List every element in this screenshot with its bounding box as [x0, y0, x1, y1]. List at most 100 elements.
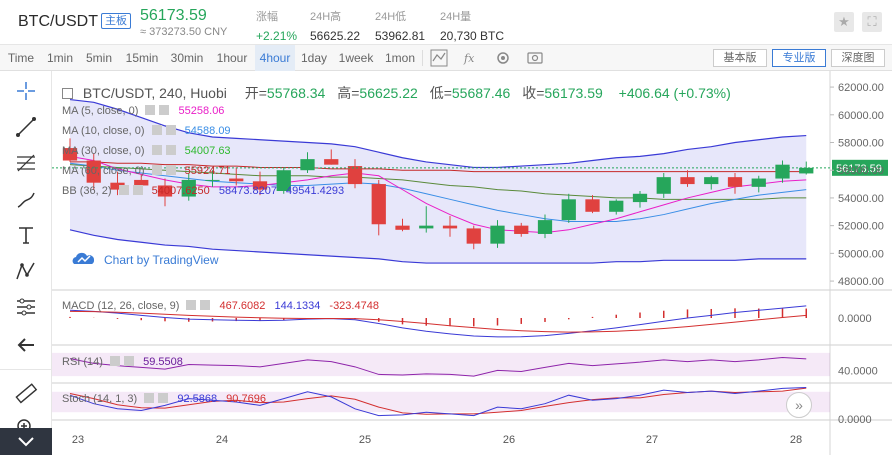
candle-body [419, 225, 434, 229]
tf-15min[interactable]: 15min [125, 51, 159, 65]
tf-1week[interactable]: 1week [338, 51, 374, 65]
tf-time[interactable]: Time [7, 51, 35, 65]
view-depth-button[interactable]: 深度图 [831, 49, 885, 67]
ticker-header: BTC/USDT 主板 56173.59 ≈ 373273.50 CNY 涨幅 … [0, 0, 892, 44]
stoch-band [52, 391, 830, 413]
text-icon[interactable] [14, 223, 38, 247]
legend-value: 144.1334 [274, 300, 321, 312]
fib-icon[interactable] [14, 151, 38, 175]
close-icon[interactable] [165, 165, 176, 175]
stat-volume: 24H量 20,730 BTC [440, 8, 504, 43]
legend-name: MACD (12, 26, close, 9) [62, 300, 180, 312]
tf-5min[interactable]: 5min [85, 51, 112, 65]
tradingview-badge[interactable]: Chart by TradingView [70, 252, 219, 267]
stat-value: 20,730 BTC [440, 29, 505, 43]
tools-expand-bar[interactable] [0, 428, 52, 455]
candle-body [466, 228, 481, 244]
chart-area[interactable]: 56173.59 62000.00 60000.00 58000.00 56000.00… [52, 71, 892, 455]
tf-4hour[interactable]: 4hour [255, 45, 295, 71]
close-icon[interactable] [124, 356, 135, 366]
close-icon[interactable] [132, 185, 143, 195]
crosshair-icon[interactable] [14, 79, 38, 103]
eye-icon[interactable] [151, 165, 162, 175]
legend-macd[interactable]: MACD (12, 26, close, 9) 467.6082 144.133… [62, 300, 379, 312]
eye-icon[interactable] [144, 393, 155, 403]
ma10-line [69, 162, 807, 222]
eye-icon[interactable] [186, 300, 197, 310]
legend-value: 467.6082 [219, 300, 266, 312]
legend-name: MA (60, close, 0) [62, 165, 145, 177]
close-icon[interactable] [165, 145, 176, 155]
tf-1hour[interactable]: 1hour [216, 51, 248, 65]
chart-type-icon[interactable] [430, 49, 448, 67]
close-icon[interactable] [158, 393, 169, 403]
pattern-icon[interactable] [14, 259, 38, 283]
legend-rsi[interactable]: RSI (14) 59.5508 [62, 356, 183, 368]
screenshot-icon[interactable] [526, 49, 544, 67]
scroll-right-button[interactable]: » [786, 392, 812, 418]
cny-price: ≈ 373273.50 CNY [140, 26, 228, 38]
candle-body [181, 179, 196, 197]
high-value: 56625.22 [359, 85, 418, 101]
legend-ma5[interactable]: MA (5, close, 0) 55258.06 [62, 105, 224, 117]
price-axis-label: 48000.00 [838, 276, 884, 288]
tools-divider [0, 369, 52, 370]
star-icon[interactable]: ★ [834, 12, 854, 32]
candle-body [134, 179, 149, 186]
candle-body [110, 182, 125, 190]
rsi-band [52, 352, 830, 377]
eye-icon[interactable] [118, 185, 129, 195]
candle-body [252, 181, 268, 190]
stat-label: 24H低 [375, 11, 407, 23]
chart-title-row: BTC/USDT, 240, Huobi 开=55768.34 高=56625.… [62, 83, 731, 103]
stat-high: 24H高 56625.22 [310, 8, 360, 43]
legend-ma30[interactable]: MA (30, close, 0) 54007.63 [62, 145, 231, 157]
price-axis-label: 60000.00 [838, 110, 884, 122]
legend-stoch[interactable]: Stoch (14, 1, 3) 92.5868 90.7696 [62, 393, 266, 405]
candle-body [324, 159, 339, 165]
candle-body [727, 177, 743, 187]
low-value: 55687.46 [451, 85, 511, 101]
tradingview-label: Chart by TradingView [104, 253, 219, 267]
view-basic-button[interactable]: 基本版 [713, 49, 767, 67]
fullscreen-icon[interactable]: ⛶ [862, 12, 882, 32]
eye-icon[interactable] [110, 356, 121, 366]
tf-30min[interactable]: 30min [170, 51, 204, 65]
tf-1day[interactable]: 1day [300, 51, 328, 65]
ma60-line [70, 161, 807, 173]
ruler-icon[interactable] [14, 381, 38, 405]
indicators-icon[interactable]: fx [462, 49, 480, 67]
legend-ma10[interactable]: MA (10, close, 0) 54588.09 [62, 125, 231, 137]
tf-1min[interactable]: 1min [46, 51, 73, 65]
eye-icon[interactable] [145, 105, 156, 115]
date-axis-label: 24 [216, 434, 228, 446]
candle-body [751, 178, 766, 187]
brush-icon[interactable] [14, 187, 38, 211]
view-pro-button[interactable]: 专业版 [772, 49, 826, 67]
stat-change: 涨幅 +2.21% [256, 8, 297, 43]
legend-bb[interactable]: BB (36, 2) 54007.6250 58473.8207 49541.4… [62, 185, 344, 197]
eye-icon[interactable] [151, 125, 162, 135]
pair-title[interactable]: BTC/USDT [18, 13, 98, 30]
collapse-icon[interactable] [62, 88, 73, 99]
chevron-down-icon[interactable] [16, 434, 36, 448]
tf-1mon[interactable]: 1mon [384, 51, 416, 65]
legend-value: 49541.4293 [286, 185, 345, 197]
legend-value: 59.5508 [143, 356, 183, 368]
legend-value: 54007.63 [184, 145, 231, 157]
price-chart[interactable]: 56173.59 62000.00 60000.00 58000.00 56000.00… [52, 71, 892, 455]
legend-ma60[interactable]: MA (60, close, 0) 55924.71 [62, 165, 231, 177]
stoch-axis-label: 0.0000 [838, 414, 872, 426]
back-arrow-icon[interactable] [14, 333, 38, 357]
close-icon[interactable] [200, 300, 211, 310]
candle-body [775, 164, 790, 179]
stat-label: 涨幅 [256, 11, 278, 23]
measure-icon[interactable] [14, 295, 38, 319]
trendline-icon[interactable] [14, 115, 38, 139]
close-icon[interactable] [165, 125, 176, 135]
eye-icon[interactable] [151, 145, 162, 155]
price-axis-label: 52000.00 [838, 221, 884, 233]
close-icon[interactable] [159, 105, 170, 115]
settings-icon[interactable] [494, 49, 512, 67]
